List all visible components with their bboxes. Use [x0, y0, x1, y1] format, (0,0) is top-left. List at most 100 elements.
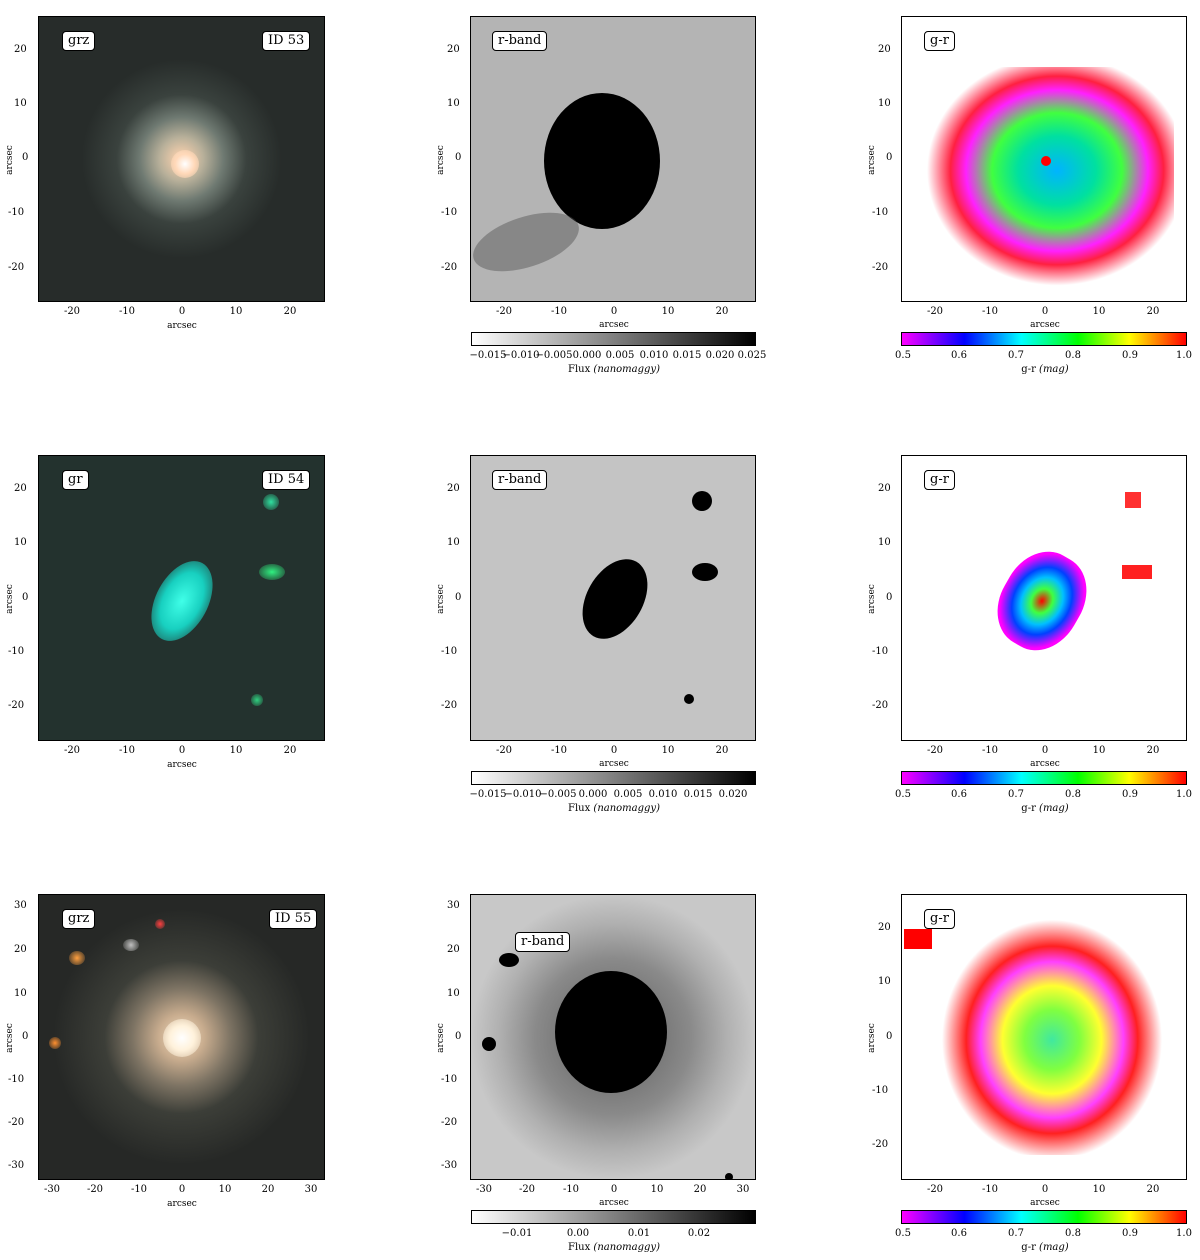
x-axis-label: arcsec [167, 1199, 197, 1209]
y-axis-label: arcsec [5, 145, 15, 175]
xtick: -30 [43, 1184, 61, 1195]
color-label: g-r [924, 470, 955, 490]
y-axis-label: arcsec [5, 584, 15, 614]
id-label: ID 55 [269, 909, 318, 929]
y-axis-label: arcsec [867, 145, 877, 175]
star [482, 1037, 496, 1051]
ytick: 0 [22, 152, 29, 163]
xtick: -30 [475, 1184, 493, 1195]
ytick: 10 [878, 537, 891, 548]
color-region [914, 67, 1174, 297]
ytick: -20 [872, 700, 889, 711]
ytick: -20 [441, 262, 458, 273]
ytick: -10 [8, 646, 25, 657]
ytick: -30 [441, 1160, 458, 1171]
cbar-tick: −0.005 [535, 350, 573, 361]
xtick: -20 [926, 1184, 944, 1195]
ytick: 20 [14, 944, 27, 955]
ytick: 0 [455, 152, 462, 163]
cbar-tick: 1.0 [1176, 1228, 1192, 1239]
id-label: ID 54 [262, 470, 311, 490]
cbar-tick: 0.9 [1122, 350, 1138, 361]
star [692, 491, 712, 511]
color-map-id54 [901, 455, 1187, 741]
flux-cbar-label: Flux (nanomaggy) [568, 1242, 660, 1253]
flux-colorbar [471, 771, 756, 785]
xtick: 20 [693, 1184, 707, 1195]
xtick: -10 [550, 306, 568, 317]
ytick: 10 [14, 537, 27, 548]
bands-label: gr [62, 470, 89, 490]
star [69, 951, 85, 965]
cbar-tick: 0.020 [718, 789, 748, 800]
gr-cbar-label: g-r (mag) [1021, 1242, 1069, 1253]
ytick: 0 [455, 1031, 462, 1042]
ytick: 30 [14, 900, 27, 911]
xtick: 30 [304, 1184, 318, 1195]
ytick: 0 [22, 1031, 29, 1042]
cbar-tick: 1.0 [1176, 350, 1192, 361]
cbar-tick: −0.015 [469, 789, 507, 800]
cbar-tick: 0.7 [1008, 789, 1024, 800]
ytick: -30 [8, 1160, 25, 1171]
gr-image-id54 [38, 455, 325, 741]
xtick: 20 [283, 745, 297, 756]
cbar-tick: 0.6 [951, 789, 967, 800]
rband-label: r-band [492, 470, 548, 490]
x-axis-label: arcsec [1030, 759, 1060, 769]
galaxy-blob [544, 93, 660, 229]
ytick: -10 [872, 646, 889, 657]
cbar-tick: 0.8 [1065, 350, 1081, 361]
galaxy-blob [569, 547, 661, 651]
color-map-id53 [901, 16, 1187, 302]
ytick: 20 [447, 944, 460, 955]
color-region [942, 915, 1162, 1155]
cbar-tick: 0.6 [951, 1228, 967, 1239]
xtick: 20 [261, 1184, 275, 1195]
ytick: 10 [878, 976, 891, 987]
ytick: -10 [8, 1074, 25, 1085]
red-blob [1122, 565, 1152, 579]
xtick: 30 [736, 1184, 750, 1195]
bands-label: grz [62, 31, 96, 51]
red-blob [1125, 492, 1141, 508]
cbar-tick: 0.6 [951, 350, 967, 361]
y-axis-label: arcsec [867, 1023, 877, 1053]
star [263, 494, 279, 510]
gr-colorbar [901, 771, 1187, 785]
cbar-tick: 0.020 [705, 350, 735, 361]
color-region [982, 537, 1102, 665]
color-map-id55 [901, 894, 1187, 1180]
xtick: 10 [661, 306, 675, 317]
xtick: 0 [1041, 1184, 1049, 1195]
cbar-tick: −0.005 [539, 789, 577, 800]
galaxy-core [171, 150, 199, 178]
star [499, 953, 519, 967]
center-dot [1041, 156, 1051, 166]
cbar-tick: −0.010 [502, 350, 540, 361]
star [692, 563, 718, 581]
xtick: 20 [283, 306, 297, 317]
grz-image-id53 [38, 16, 325, 302]
y-axis-label: arcsec [436, 1023, 446, 1053]
ytick: 20 [447, 483, 460, 494]
ytick: 10 [14, 988, 27, 999]
ytick: 20 [878, 483, 891, 494]
ytick: 0 [455, 592, 462, 603]
gr-cbar-label: g-r (mag) [1021, 364, 1069, 375]
ytick: 10 [447, 537, 460, 548]
galaxy-core [163, 1019, 201, 1057]
y-axis-label: arcsec [5, 1023, 15, 1053]
bands-label: grz [62, 909, 96, 929]
id-label: ID 53 [262, 31, 311, 51]
cbar-tick: 0.5 [895, 1228, 911, 1239]
ytick: 30 [447, 900, 460, 911]
flux-colorbar [471, 1210, 756, 1224]
ytick: -10 [8, 207, 25, 218]
xtick: 0 [1041, 745, 1049, 756]
ytick: 20 [447, 44, 460, 55]
star [259, 564, 285, 580]
xtick: 20 [715, 306, 729, 317]
ytick: 20 [878, 922, 891, 933]
xtick: -10 [118, 306, 136, 317]
